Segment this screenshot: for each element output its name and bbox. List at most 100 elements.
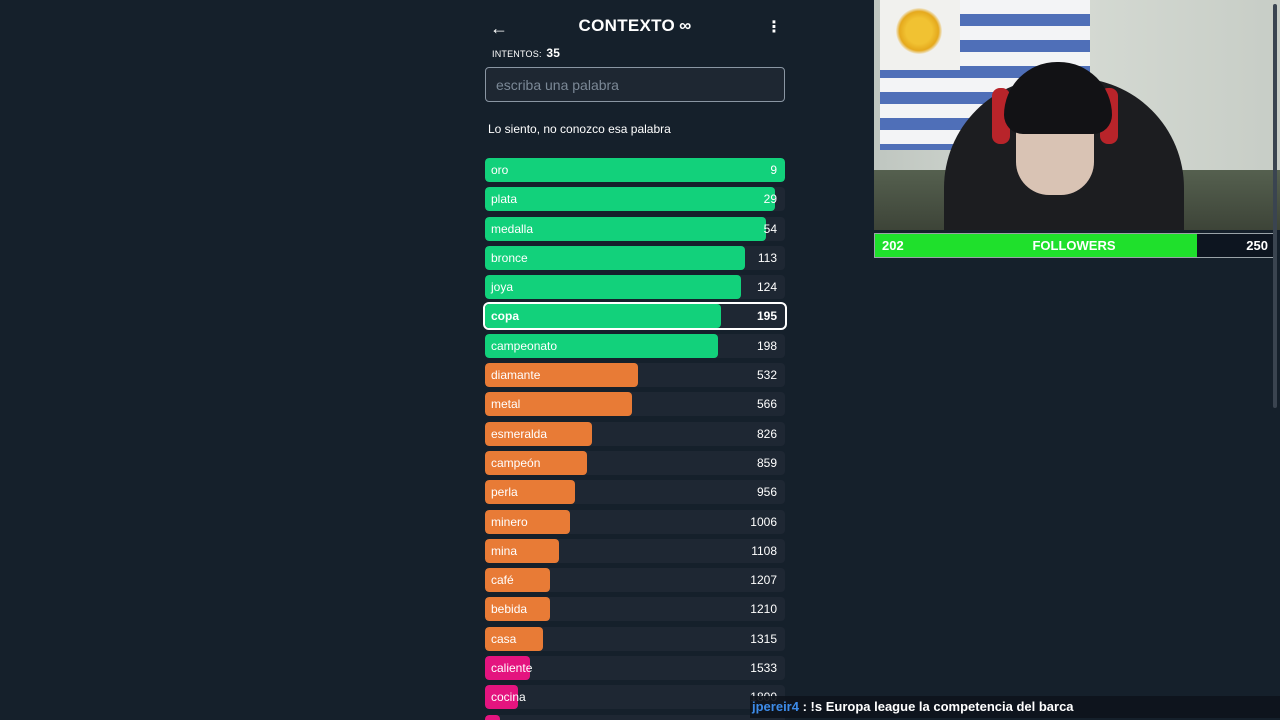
guess-row[interactable]: esmeralda 826 <box>485 421 785 446</box>
guess-proximity-fill <box>485 685 518 710</box>
guess-row[interactable]: caliente 1533 <box>485 656 785 681</box>
guess-proximity-fill <box>485 597 551 622</box>
guess-row[interactable]: diamante 532 <box>485 363 785 388</box>
word-input[interactable] <box>485 67 785 102</box>
guess-row[interactable]: joya 124 <box>485 275 785 300</box>
guess-proximity-fill <box>485 245 745 270</box>
infinity-icon: ∞ <box>679 16 692 35</box>
guess-rank: 1533 <box>750 661 777 676</box>
followers-goal-bar: 202 FOLLOWERS 250 <box>874 233 1274 258</box>
guess-row[interactable] <box>485 714 785 720</box>
guess-word: bronce <box>491 250 528 265</box>
guess-row[interactable]: medalla 54 <box>485 216 785 241</box>
guess-row[interactable]: bronce 113 <box>485 245 785 270</box>
guess-list: oro 9 plata 29 medalla 54 bronce 113 joya 124 copa… <box>483 158 787 720</box>
guess-proximity-fill <box>485 480 575 505</box>
followers-goal: 250 <box>1246 238 1268 253</box>
guess-rank: 1108 <box>751 543 777 558</box>
page-title: CONTEXTO ∞ <box>484 16 786 36</box>
guess-proximity-fill <box>485 275 741 300</box>
guess-proximity-fill <box>485 392 632 417</box>
guess-word: metal <box>491 397 521 412</box>
guess-rank: 826 <box>756 426 777 441</box>
guess-proximity-fill <box>485 626 543 651</box>
guess-word: medalla <box>491 221 534 236</box>
attempts-value: 35 <box>546 46 561 60</box>
guess-proximity-fill <box>485 450 587 475</box>
guess-row[interactable]: minero 1006 <box>485 509 785 534</box>
guess-rank: 113 <box>757 250 777 265</box>
guess-proximity-fill <box>485 568 551 593</box>
guess-proximity-fill <box>485 333 718 358</box>
guess-word: mina <box>491 543 518 558</box>
chat-ticker: jpereir4 : !s Europa league la competenc… <box>750 696 1280 718</box>
guess-word: minero <box>491 514 528 529</box>
guess-word: café <box>491 573 514 588</box>
chat-username: jpereir4 <box>752 699 799 714</box>
guess-rank: 29 <box>763 192 777 207</box>
guess-rank: 566 <box>756 397 777 412</box>
guess-proximity-fill <box>485 304 721 329</box>
guess-row[interactable]: cocina1800 <box>485 685 785 710</box>
guess-row[interactable]: mina 1108 <box>485 538 785 563</box>
guess-row[interactable]: plata 29 <box>485 187 785 212</box>
guess-row[interactable]: campeón 859 <box>485 450 785 475</box>
guess-word: joya <box>491 280 514 295</box>
attempts-counter: INTENTOS: 35 <box>492 46 560 60</box>
guess-proximity-fill <box>485 216 766 241</box>
guess-word: oro <box>491 163 509 177</box>
title-text: CONTEXTO <box>578 16 676 35</box>
guess-rank: 195 <box>756 309 777 324</box>
guess-proximity-fill <box>485 363 638 388</box>
page-scrollbar[interactable] <box>1270 0 1280 720</box>
guess-row[interactable]: café 1207 <box>485 568 785 593</box>
guess-row[interactable]: bebida 1210 <box>485 597 785 622</box>
guess-row-current[interactable]: copa 195 <box>483 302 787 331</box>
guess-word: esmeralda <box>491 426 548 441</box>
followers-label: FOLLOWERS <box>1032 238 1116 253</box>
sun-of-may-icon <box>896 8 942 54</box>
guess-word: cocina <box>491 690 526 705</box>
guess-proximity-fill <box>485 187 775 212</box>
guess-rank: 1315 <box>750 631 777 646</box>
guess-rank: 956 <box>756 485 777 500</box>
guess-word: perla <box>491 485 518 500</box>
chat-message: !s Europa league la competencia del barc… <box>810 699 1074 714</box>
guess-proximity-fill <box>485 158 785 182</box>
guess-rank: 1210 <box>750 602 777 617</box>
guess-rank: 1207 <box>750 573 777 588</box>
followers-progress-fill <box>875 234 1198 257</box>
more-menu-icon[interactable]: ⋮ <box>766 19 782 36</box>
guess-word: caliente <box>491 661 533 676</box>
guess-proximity-fill <box>485 509 570 534</box>
chat-separator: : <box>798 699 811 714</box>
guess-row[interactable]: campeonato 198 <box>485 333 785 358</box>
game-header: ← CONTEXTO ∞ ⋮ <box>484 14 786 42</box>
guess-word: campeón <box>491 455 541 470</box>
guess-proximity-fill <box>485 538 560 563</box>
guess-rank: 859 <box>756 455 777 470</box>
guess-rank: 54 <box>763 221 777 236</box>
webcam-feed <box>874 0 1280 230</box>
guess-row[interactable]: metal 566 <box>485 392 785 417</box>
guess-word: campeonato <box>491 338 558 353</box>
guess-row[interactable]: casa 1315 <box>485 626 785 651</box>
guess-rank: 198 <box>756 338 777 353</box>
guess-rank: 124 <box>756 280 777 295</box>
guess-row[interactable]: oro 9 <box>485 158 785 182</box>
followers-current: 202 <box>882 238 904 253</box>
contexto-game: ← CONTEXTO∞ ⋮ INTENTOS: 35 Lo siento, no… <box>483 0 787 720</box>
scrollbar-thumb[interactable] <box>1273 4 1277 408</box>
guess-row[interactable]: perla 956 <box>485 480 785 505</box>
guess-word: bebida <box>491 602 528 617</box>
feedback-message: Lo siento, no conozco esa palabra <box>488 122 671 136</box>
guess-rank: 532 <box>756 368 777 383</box>
guess-word: diamante <box>491 368 541 383</box>
back-arrow-icon[interactable]: ← <box>490 18 508 38</box>
guess-proximity-fill <box>485 421 592 446</box>
attempts-label: INTENTOS: <box>492 49 542 59</box>
guess-rank: 1006 <box>750 514 777 529</box>
guess-rank: 9 <box>770 163 777 177</box>
guess-proximity-fill <box>485 656 530 681</box>
